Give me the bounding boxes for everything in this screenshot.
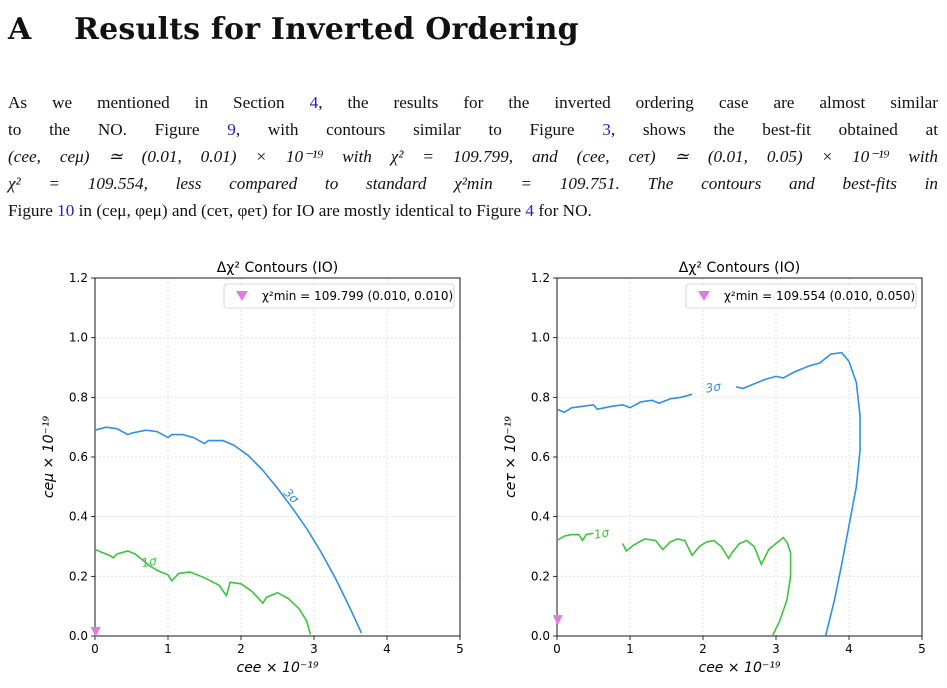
contour-1sigma bbox=[94, 548, 312, 635]
contour-3sigma bbox=[94, 426, 363, 634]
y-tick-label: 0.6 bbox=[69, 450, 88, 464]
plot-frame bbox=[556, 277, 923, 637]
y-tick-label: 0.2 bbox=[531, 569, 550, 583]
x-tick-label: 1 bbox=[626, 642, 634, 656]
ref-figure-4[interactable]: 4 bbox=[525, 201, 535, 220]
chart-title: Δχ² Contours (IO) bbox=[679, 260, 800, 276]
x-tick-label: 0 bbox=[553, 642, 561, 656]
y-tick-label: 0.8 bbox=[531, 390, 550, 404]
contour-label-3sigma: 3σ bbox=[705, 379, 723, 396]
contour-3sigma bbox=[556, 393, 693, 414]
body-paragraph: As we mentioned in Section 4, the result… bbox=[8, 89, 938, 224]
x-tick-label: 4 bbox=[383, 642, 391, 656]
x-tick-label: 3 bbox=[772, 642, 780, 656]
x-tick-label: 2 bbox=[699, 642, 707, 656]
para-line-2: to the NO. Figure 9, with contours simil… bbox=[8, 120, 938, 139]
ref-section-4[interactable]: 4 bbox=[309, 93, 319, 112]
y-tick-label: 0.0 bbox=[531, 629, 550, 643]
section-heading: A Results for Inverted Ordering bbox=[8, 12, 579, 47]
x-tick-label: 5 bbox=[918, 642, 926, 656]
best-fit-marker bbox=[552, 615, 563, 626]
x-axis-label: cee × 10⁻¹⁹ bbox=[237, 660, 319, 676]
legend-label: χ²min = 109.554 (0.010, 0.050) bbox=[724, 289, 915, 303]
legend-box bbox=[223, 283, 455, 309]
ref-figure-10[interactable]: 10 bbox=[57, 201, 75, 220]
y-axis-label: ceμ × 10⁻¹⁹ bbox=[41, 415, 57, 498]
para-line-4: χ² = 109.554, less compared to standard … bbox=[8, 174, 938, 193]
contour-label-3sigma: 3σ bbox=[281, 486, 302, 507]
contour-chart-right: Δχ² Contours (IO) 0 1 2 3 4 5 0.0 0.2 0.4 0.6 0.8 1.… bbox=[503, 260, 926, 676]
x-tick-label: 0 bbox=[91, 642, 99, 656]
x-tick-label: 2 bbox=[237, 642, 245, 656]
x-axis-label: cee × 10⁻¹⁹ bbox=[699, 660, 781, 676]
legend-marker bbox=[236, 291, 248, 301]
y-tick-label: 0.4 bbox=[531, 510, 550, 524]
section-title: Results for Inverted Ordering bbox=[74, 12, 579, 47]
y-tick-label: 0.8 bbox=[69, 390, 88, 404]
legend-label: χ²min = 109.799 (0.010, 0.010) bbox=[262, 289, 453, 303]
plot-frame bbox=[94, 277, 461, 637]
contour-1sigma bbox=[621, 536, 792, 637]
y-tick-label: 1.2 bbox=[531, 271, 550, 285]
para-line-5: Figure 10 in (ceμ, φeμ) and (ceτ, φeτ) f… bbox=[8, 201, 592, 220]
ref-figure-9[interactable]: 9 bbox=[227, 120, 236, 139]
x-tick-label: 5 bbox=[456, 642, 464, 656]
contour-label-1sigma: 1σ bbox=[593, 525, 611, 542]
y-tick-label: 1.0 bbox=[69, 331, 88, 345]
x-tick-label: 4 bbox=[845, 642, 853, 656]
best-fit-marker bbox=[90, 627, 101, 638]
legend-box bbox=[685, 283, 917, 309]
y-tick-label: 0.6 bbox=[531, 450, 550, 464]
y-tick-label: 0.2 bbox=[69, 569, 88, 583]
ref-figure-3[interactable]: 3 bbox=[602, 120, 611, 139]
contour-3sigma bbox=[735, 351, 861, 637]
x-tick-label: 3 bbox=[310, 642, 318, 656]
contour-chart-left: Δχ² Contours (IO) 0 1 2 3 4 5 0.0 0.2 0.4 0.6 0.8 1.… bbox=[41, 260, 464, 676]
legend-marker bbox=[698, 291, 710, 301]
section-number: A bbox=[8, 12, 32, 47]
y-tick-label: 1.0 bbox=[531, 331, 550, 345]
contour-label-1sigma: 1σ bbox=[140, 554, 158, 571]
y-tick-label: 0.0 bbox=[69, 629, 88, 643]
y-tick-label: 0.4 bbox=[69, 510, 88, 524]
para-line-1: As we mentioned in Section 4, the result… bbox=[8, 93, 938, 112]
para-line-3: (cee, ceμ) ≃ (0.01, 0.01) × 10⁻¹⁹ with χ… bbox=[8, 147, 938, 166]
contour-1sigma bbox=[556, 532, 594, 543]
x-tick-label: 1 bbox=[164, 642, 172, 656]
chart-title: Δχ² Contours (IO) bbox=[217, 260, 338, 276]
y-tick-label: 1.2 bbox=[69, 271, 88, 285]
y-axis-label: ceτ × 10⁻¹⁹ bbox=[503, 416, 519, 498]
